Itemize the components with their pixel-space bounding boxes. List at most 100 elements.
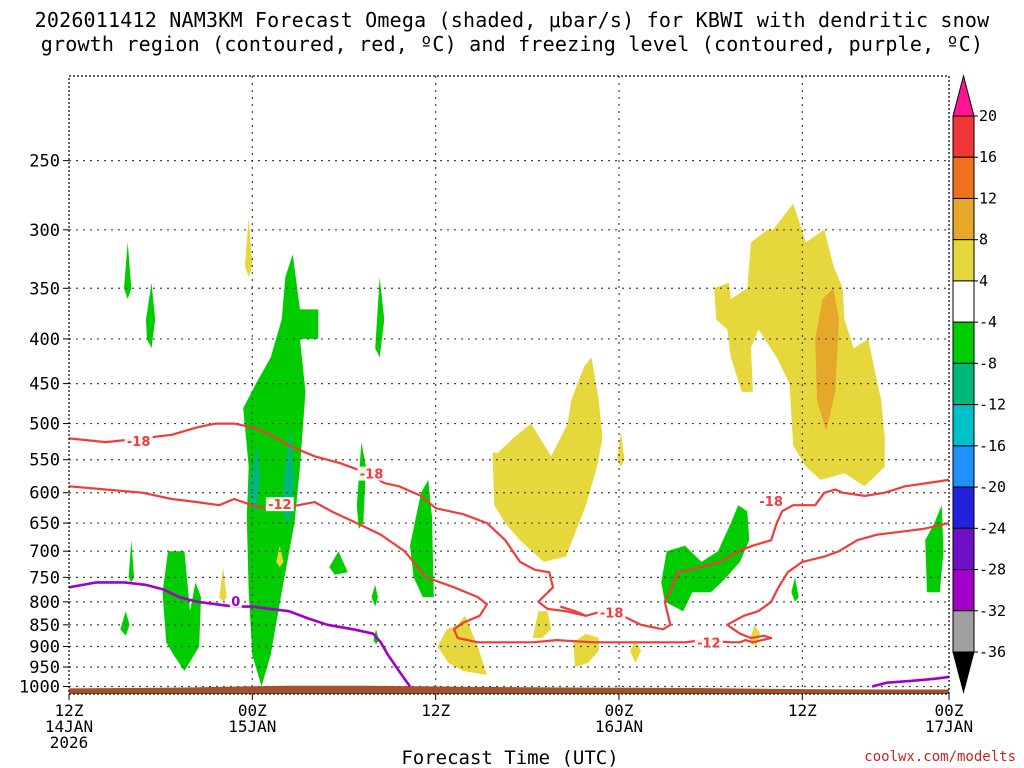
ytick-label-750: 750 xyxy=(29,568,60,588)
credit-label[interactable]: coolwx.com/modelts xyxy=(864,749,1016,765)
ytick-label-1000: 1000 xyxy=(19,677,60,697)
xtick-label-0-2: 2026 xyxy=(50,733,89,752)
terrain-layer xyxy=(69,685,949,694)
omega-region-11 xyxy=(371,584,378,607)
colorbar-swatch-9 xyxy=(952,486,975,529)
freezing-contour-0 xyxy=(69,581,412,688)
contour-label-1: -18 xyxy=(360,468,384,483)
omega-region-5 xyxy=(124,242,132,299)
contour-layer: -18 -18 -12 -18 -18 -12 0 xyxy=(69,422,949,688)
ytick-label-300: 300 xyxy=(29,221,60,241)
omega-region-27 xyxy=(714,203,885,487)
colorbar-swatch-3 xyxy=(952,239,975,282)
colorbar-label-12: -32 xyxy=(979,602,1006,620)
ytick-label-850: 850 xyxy=(29,616,60,636)
ytick-label-950: 950 xyxy=(29,658,60,678)
xtick-label-2-0: 12Z xyxy=(421,701,450,720)
colorbar-label-2: 12 xyxy=(979,189,997,207)
colorbar-swatch-12 xyxy=(952,610,975,653)
colorbar-label-9: -20 xyxy=(979,478,1006,496)
colorbar-label-0: 20 xyxy=(979,107,997,125)
pressure-gridlines xyxy=(69,76,949,694)
xtick-label-0-1: 14JAN xyxy=(45,717,93,736)
colorbar-label-8: -16 xyxy=(979,437,1006,455)
contour-label-bg xyxy=(265,497,294,512)
chart-title-line-2: growth region (contoured, red, ºC) and f… xyxy=(40,32,984,56)
colorbar-swatch-1 xyxy=(952,156,975,199)
omega-region-13 xyxy=(410,479,434,598)
ytick-label-600: 600 xyxy=(29,484,60,504)
contour-label-bg xyxy=(597,605,626,620)
omega-region-22 xyxy=(437,615,487,675)
omega-region-23 xyxy=(532,611,552,638)
ytick-label-900: 900 xyxy=(29,638,60,658)
ytick-label-250: 250 xyxy=(29,152,60,172)
omega-region-0 xyxy=(243,254,319,687)
ytick-label-700: 700 xyxy=(29,542,60,562)
x-axis-label: Forecast Time (UTC) xyxy=(401,747,618,768)
dgz-contour-2 xyxy=(559,605,587,617)
omega-region-25 xyxy=(630,640,641,663)
omega-region-9 xyxy=(356,442,366,529)
omega-region-21 xyxy=(617,431,625,467)
omega-region-10 xyxy=(375,277,385,358)
omega-region-6 xyxy=(120,611,130,636)
omega-region-28 xyxy=(815,288,839,432)
omega-region-19 xyxy=(276,545,284,568)
contour-label-2: -12 xyxy=(268,498,292,513)
contour-label-bg xyxy=(694,635,723,650)
xtick-label-5-0: 00Z xyxy=(935,701,964,720)
contour-label-bg xyxy=(757,494,786,509)
omega-region-8 xyxy=(329,551,348,575)
colorbar-label-4: 4 xyxy=(979,272,988,290)
colorbar-label-5: -4 xyxy=(979,313,997,331)
omega-region-24 xyxy=(573,633,599,667)
omega-region-14 xyxy=(661,505,750,612)
colorbar-swatch-10 xyxy=(952,527,975,571)
colorbar-label-6: -8 xyxy=(979,354,997,372)
omega-region-7 xyxy=(128,540,135,583)
colorbar-label-7: -12 xyxy=(979,396,1006,414)
terrain-fill xyxy=(69,685,949,694)
colorbar-bottom-arrow xyxy=(952,651,975,694)
dgz-contour-0 xyxy=(69,422,949,631)
colorbar-label-10: -24 xyxy=(979,519,1006,537)
colorbar-top-arrow xyxy=(952,74,975,117)
colorbar-label-3: 8 xyxy=(979,231,988,249)
omega-region-18 xyxy=(219,567,227,602)
colorbar-swatch-6 xyxy=(952,362,975,406)
colorbar-label-1: 16 xyxy=(979,148,997,166)
contour-label-5: -12 xyxy=(697,637,721,652)
omega-region-15 xyxy=(791,577,799,602)
colorbar-swatch-8 xyxy=(952,445,975,488)
ytick-label-800: 800 xyxy=(29,593,60,613)
pressure-axis: 2503003504004505005506006507007508008509… xyxy=(19,152,69,697)
omega-colorbar: 20 16 12 8 4 -4 -8 -12 -16 -20 -24 -28 -32 -36 xyxy=(952,74,1006,694)
omega-region-20 xyxy=(492,357,603,562)
xtick-label-1-1: 15JAN xyxy=(228,717,276,736)
colorbar-swatch-5 xyxy=(952,321,975,364)
omega-region-16 xyxy=(925,505,944,593)
contour-label-bg xyxy=(357,466,386,481)
ytick-label-500: 500 xyxy=(29,415,60,435)
ytick-label-400: 400 xyxy=(29,330,60,350)
colorbar-swatch-4 xyxy=(952,280,975,323)
contour-label-bg xyxy=(124,434,153,449)
omega-region-17 xyxy=(245,216,253,278)
contour-label-6: 0 xyxy=(231,595,240,610)
xtick-label-0-0: 12Z xyxy=(55,701,84,720)
omega-region-1 xyxy=(248,445,261,512)
omega-region-3 xyxy=(162,551,201,671)
xtick-label-1-0: 00Z xyxy=(238,701,267,720)
plot-border xyxy=(68,75,950,695)
colorbar-swatch-7 xyxy=(952,404,975,447)
colorbar-label-11: -28 xyxy=(979,561,1006,579)
xtick-label-3-0: 00Z xyxy=(605,701,634,720)
ytick-label-450: 450 xyxy=(29,375,60,395)
colorbar-swatch-0 xyxy=(952,115,975,158)
xtick-label-4-0: 12Z xyxy=(788,701,817,720)
ytick-label-350: 350 xyxy=(29,279,60,299)
ytick-label-550: 550 xyxy=(29,451,60,471)
